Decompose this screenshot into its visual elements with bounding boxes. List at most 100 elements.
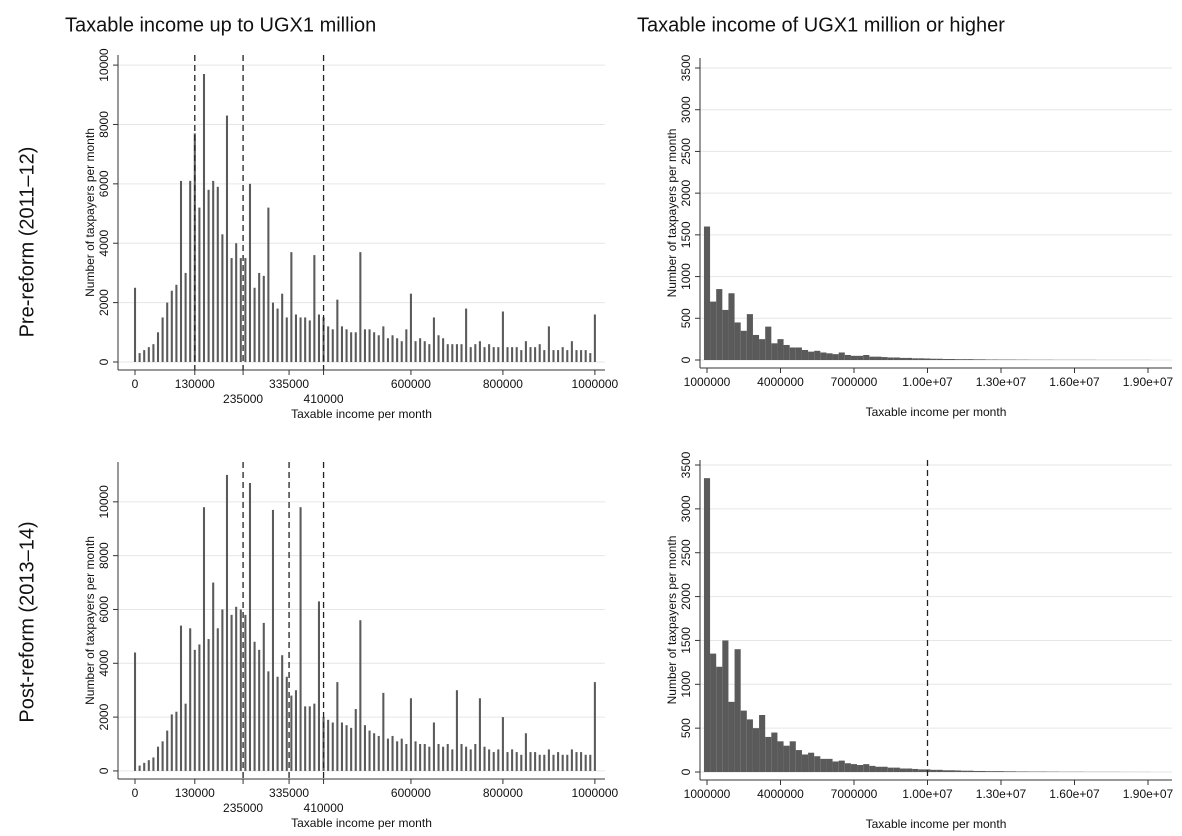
bar [193,649,196,771]
bar [948,358,956,360]
bar [566,754,569,771]
bar [359,252,362,362]
bar [967,770,974,773]
x-tick-label: 1.60e+07 [1049,375,1100,389]
y-tick-label: 2500 [679,539,693,566]
bar [432,722,435,771]
bar [451,749,454,771]
bar [488,344,491,362]
bar [1010,771,1017,773]
bar [887,767,894,773]
bar [716,289,723,360]
bar [973,359,980,360]
bar [391,735,394,771]
bar [557,350,560,362]
bar [230,614,233,771]
bar [746,719,753,773]
bar [814,756,821,773]
y-tick-label: 8000 [97,111,111,138]
bar [783,344,790,360]
bar [313,255,316,362]
bar [979,359,986,360]
bar [948,770,956,773]
bar [359,620,362,771]
bar [501,311,504,362]
y-tick-label: 10000 [97,485,111,519]
x-tick-label: 1.00e+07 [902,787,953,801]
bar [515,347,518,362]
column-title: Taxable income up to UGX1 million [65,14,376,36]
bar [368,329,371,362]
y-tick-label: 1500 [679,627,693,654]
bar [497,347,500,362]
bar [419,338,422,362]
bar [156,332,160,362]
bar [248,482,252,771]
bar [826,353,833,360]
bar [703,478,711,773]
bar [997,771,1005,773]
bar [437,744,440,771]
x-tick-label: 335000 [269,786,309,800]
bar [340,722,343,771]
bar [221,234,224,362]
bar [152,344,155,362]
bar [801,349,809,360]
bar [912,358,919,360]
x-tick-label: 235000 [223,801,263,815]
y-tick-label: 0 [97,358,111,365]
bar [308,320,311,362]
bar [202,507,206,771]
bar [924,358,931,360]
bar [501,717,504,771]
bar [469,347,472,362]
bar [400,341,403,362]
bar [474,744,477,771]
bar [446,744,449,771]
bar [340,326,343,362]
bar [465,746,468,771]
x-tick-label: 130000 [175,377,215,391]
bar [235,243,238,362]
bar [244,614,247,771]
bar [520,754,523,771]
bar [276,676,279,771]
bar [166,730,169,771]
bar [991,359,998,360]
bar [844,763,851,773]
bar [912,768,919,773]
x-tick-label: 1000000 [572,377,619,391]
bar [152,757,155,771]
bar [446,344,449,362]
bar [575,350,578,362]
bar [345,725,348,771]
bar [271,509,275,771]
bar [299,507,302,771]
bar [281,655,284,771]
x-tick-label: 1000000 [572,786,619,800]
bar [728,701,735,773]
y-tick-label: 3500 [679,451,693,478]
bar [511,347,514,362]
bar [189,180,192,362]
bar [423,744,426,771]
bar [373,733,376,771]
bar [930,769,937,773]
bar [212,582,215,771]
bar [783,745,790,773]
row-label: Post-reform (2013–14) [16,521,38,722]
bar [716,666,723,773]
bar [235,606,238,771]
bar [561,347,564,362]
bar [765,736,772,773]
x-tick-label: 7000000 [831,787,878,801]
bar [534,752,537,771]
bar [589,353,592,362]
bar [543,754,546,771]
bar [483,746,486,771]
bar [561,754,564,771]
bar [147,760,150,771]
bar [414,341,417,362]
bar [752,334,760,360]
x-tick-label: 800000 [483,377,523,391]
